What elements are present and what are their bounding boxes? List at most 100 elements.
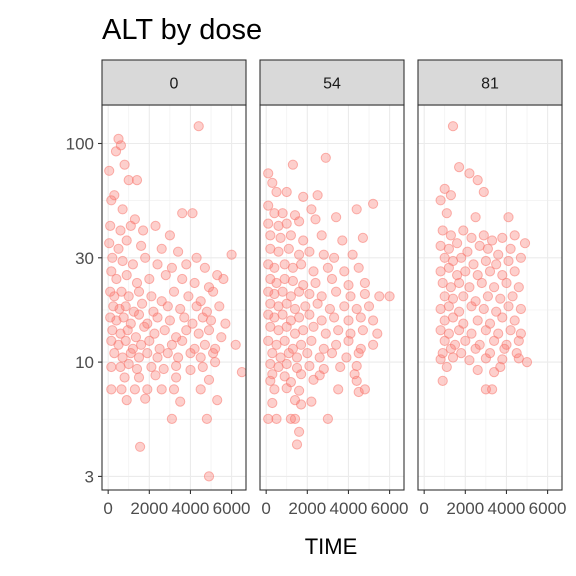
data-point bbox=[113, 243, 124, 254]
x-tick-label: 0 bbox=[261, 499, 270, 518]
data-point bbox=[129, 384, 140, 395]
data-point bbox=[203, 471, 215, 482]
data-point bbox=[322, 262, 333, 273]
data-point bbox=[135, 441, 146, 452]
data-point bbox=[515, 252, 527, 263]
data-point bbox=[131, 175, 143, 186]
data-point bbox=[150, 220, 161, 231]
data-point bbox=[493, 249, 504, 260]
data-point bbox=[294, 426, 305, 437]
data-point bbox=[121, 235, 132, 246]
data-point bbox=[482, 243, 493, 254]
data-point bbox=[487, 384, 498, 395]
data-point bbox=[275, 352, 286, 363]
data-point bbox=[437, 375, 448, 386]
data-point bbox=[435, 354, 446, 365]
data-point bbox=[205, 315, 217, 326]
data-point bbox=[164, 315, 175, 326]
data-point bbox=[489, 282, 500, 293]
data-point bbox=[333, 325, 344, 336]
data-point bbox=[277, 309, 288, 320]
data-point bbox=[454, 162, 465, 173]
data-point bbox=[289, 303, 301, 315]
data-point bbox=[123, 175, 134, 186]
data-point bbox=[152, 259, 163, 270]
data-point bbox=[368, 339, 379, 350]
data-point bbox=[435, 195, 446, 206]
data-point bbox=[296, 259, 307, 270]
data-point bbox=[267, 397, 278, 409]
data-point bbox=[511, 348, 522, 359]
data-point bbox=[296, 399, 307, 410]
data-point bbox=[105, 220, 116, 231]
data-point bbox=[281, 218, 292, 229]
data-point bbox=[130, 332, 141, 343]
data-point bbox=[175, 303, 186, 315]
data-point bbox=[118, 312, 129, 323]
data-point bbox=[125, 348, 136, 359]
data-point bbox=[470, 212, 481, 223]
data-point bbox=[460, 335, 471, 346]
data-point bbox=[464, 282, 475, 293]
data-point bbox=[142, 384, 153, 395]
data-point bbox=[351, 204, 362, 215]
data-point bbox=[168, 286, 180, 297]
data-point bbox=[314, 352, 325, 363]
data-point bbox=[355, 312, 366, 323]
data-point bbox=[177, 208, 188, 219]
data-point bbox=[291, 439, 303, 450]
data-point bbox=[320, 328, 331, 339]
data-point bbox=[294, 216, 305, 227]
data-point bbox=[337, 235, 348, 246]
data-point bbox=[116, 286, 127, 297]
data-point bbox=[269, 208, 280, 219]
data-point bbox=[287, 275, 298, 287]
data-point bbox=[121, 395, 132, 406]
panel-background bbox=[418, 105, 562, 490]
data-point bbox=[109, 348, 120, 359]
data-point bbox=[357, 232, 368, 243]
data-point bbox=[109, 190, 120, 201]
data-point bbox=[189, 277, 200, 289]
data-point bbox=[109, 291, 120, 302]
data-point bbox=[351, 360, 362, 372]
data-point bbox=[230, 339, 241, 350]
data-point bbox=[298, 191, 309, 202]
data-point bbox=[294, 249, 305, 260]
data-point bbox=[368, 198, 379, 209]
data-point bbox=[281, 298, 292, 309]
data-point bbox=[191, 301, 202, 312]
data-point bbox=[343, 335, 354, 346]
data-point bbox=[263, 413, 274, 424]
data-point bbox=[306, 335, 317, 346]
data-point bbox=[144, 335, 155, 346]
data-point bbox=[302, 348, 313, 359]
data-point bbox=[484, 266, 496, 277]
data-point bbox=[125, 220, 136, 231]
data-point bbox=[171, 372, 182, 383]
data-point bbox=[281, 321, 292, 332]
data-point bbox=[168, 384, 180, 395]
data-point bbox=[331, 286, 342, 297]
facet-panel-54: 54 0 2000 4000 6000 bbox=[259, 59, 409, 518]
data-point bbox=[472, 175, 483, 186]
data-point bbox=[491, 259, 502, 270]
y-tick-label: 100 bbox=[66, 134, 94, 153]
data-point bbox=[445, 282, 456, 293]
data-point bbox=[464, 355, 475, 366]
facet-strip bbox=[417, 59, 563, 106]
data-point bbox=[466, 301, 477, 312]
data-point bbox=[152, 312, 163, 323]
data-point bbox=[263, 168, 274, 179]
data-point bbox=[372, 328, 383, 339]
data-point bbox=[513, 353, 524, 364]
data-point bbox=[187, 318, 198, 329]
data-point bbox=[119, 159, 130, 170]
data-point bbox=[269, 262, 280, 273]
data-point bbox=[123, 291, 134, 302]
data-point bbox=[156, 384, 167, 395]
data-point bbox=[343, 315, 354, 326]
data-point bbox=[513, 282, 524, 293]
data-point bbox=[353, 262, 364, 273]
